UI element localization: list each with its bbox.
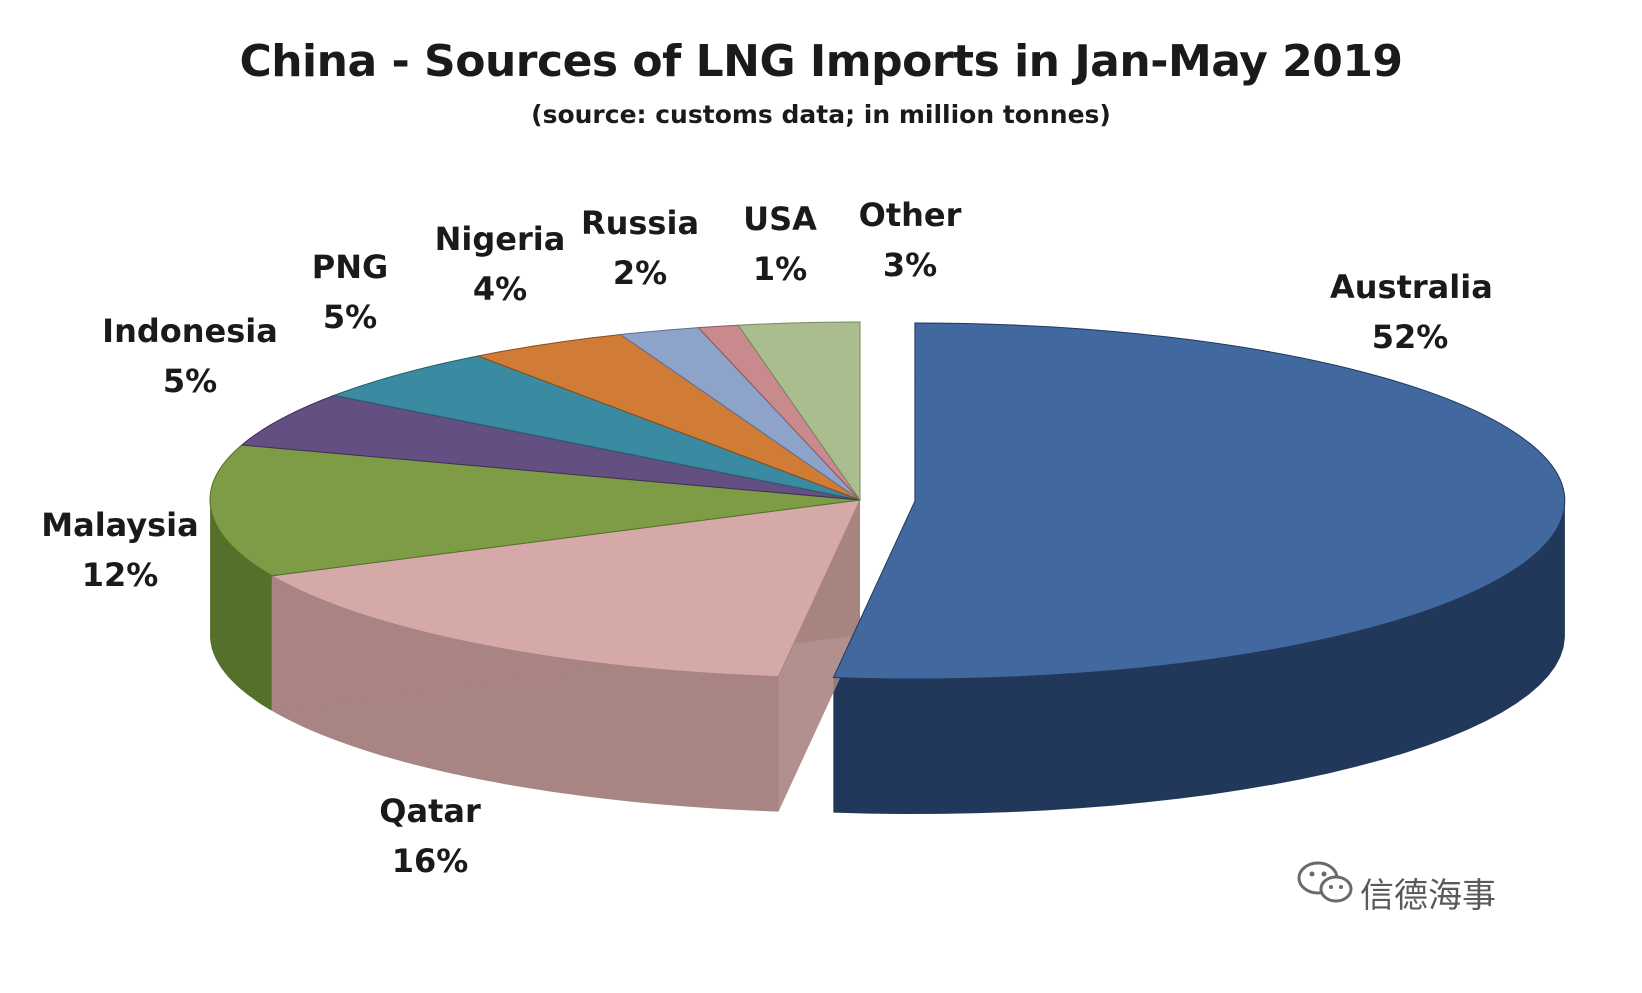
slice-other [737,321,861,502]
slice-indonesia [240,394,861,501]
slice-png [332,355,861,501]
slice-malaysia [209,444,861,577]
chart-subtitle: (source: customs data; in million tonnes… [531,100,1111,129]
label-png-name: PNG [311,248,389,286]
label-usa-name: USA [743,200,817,238]
label-australia-name: Australia [1330,268,1493,306]
label-russia: Russia 2% [575,198,705,298]
slice-australia [832,322,1566,680]
label-australia-pct: 52% [1371,318,1449,356]
chart-title: China - Sources of LNG Imports in Jan-Ma… [239,36,1403,87]
label-other-pct: 3% [882,246,938,284]
label-indonesia-pct: 5% [162,362,218,400]
label-malaysia: Malaysia 12% [20,500,220,600]
label-nigeria: Nigeria 4% [430,214,570,314]
label-russia-pct: 2% [612,254,668,292]
wechat-icon [1297,861,1353,903]
label-indonesia-name: Indonesia [102,312,278,350]
label-russia-name: Russia [580,204,700,242]
label-qatar-name: Qatar [379,792,481,830]
label-other-name: Other [858,196,962,234]
label-png-pct: 5% [322,298,378,336]
slice-qatar [270,499,861,678]
label-australia: Australia 52% [1330,262,1493,362]
label-qatar-pct: 16% [391,842,469,880]
label-nigeria-pct: 4% [472,270,528,308]
label-usa-pct: 1% [752,250,808,288]
slice-side-australia [833,502,1565,814]
label-malaysia-pct: 12% [81,556,159,594]
watermark-text: 信德海事 [1360,876,1496,916]
label-malaysia-name: Malaysia [41,506,199,544]
label-usa: USA 1% [730,194,830,294]
label-qatar: Qatar 16% [360,786,500,886]
label-png: PNG 5% [300,242,400,342]
label-other: Other 3% [845,190,975,290]
label-nigeria-name: Nigeria [434,220,566,258]
slice-side-malaysia [210,497,272,711]
label-indonesia: Indonesia 5% [90,306,290,406]
